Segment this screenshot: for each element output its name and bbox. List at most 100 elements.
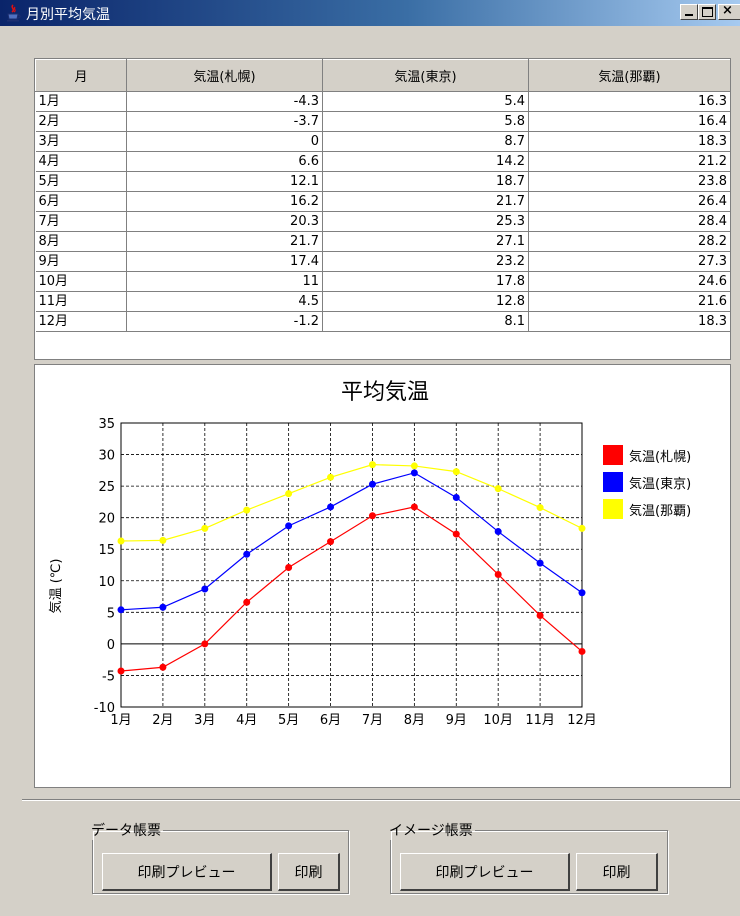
temperature-cell[interactable]: 16.4	[528, 111, 731, 132]
temperature-cell[interactable]: 18.7	[322, 171, 529, 192]
table-row[interactable]: 5月 12.1 18.7 23.8	[35, 171, 731, 192]
column-header-naha[interactable]: 気温(那覇)	[528, 59, 731, 92]
y-tick-label: 0	[107, 638, 115, 653]
temperature-cell[interactable]: 27.1	[322, 231, 529, 252]
month-cell[interactable]: 7月	[35, 211, 127, 232]
y-tick-label: 5	[107, 606, 115, 621]
temperature-cell[interactable]: 21.6	[528, 291, 731, 312]
temperature-cell[interactable]: -4.3	[126, 91, 323, 112]
data-point	[536, 504, 544, 512]
temperature-cell[interactable]: 8.7	[322, 131, 529, 152]
legend-swatch	[603, 445, 623, 465]
month-cell[interactable]: 9月	[35, 251, 127, 272]
temperature-cell[interactable]: 11	[126, 271, 323, 292]
image-print-preview-button[interactable]: 印刷プレビュー	[400, 853, 570, 891]
table-row[interactable]: 4月 6.6 14.2 21.2	[35, 151, 731, 172]
temperature-cell[interactable]: -1.2	[126, 311, 323, 332]
temperature-cell[interactable]: 21.7	[126, 231, 323, 252]
month-cell[interactable]: 5月	[35, 171, 127, 192]
data-print-preview-button[interactable]: 印刷プレビュー	[102, 853, 272, 891]
temperature-cell[interactable]: 24.6	[528, 271, 731, 292]
month-cell[interactable]: 2月	[35, 111, 127, 132]
temperature-cell[interactable]: 14.2	[322, 151, 529, 172]
legend-swatch	[603, 499, 623, 519]
table-row[interactable]: 1月 -4.3 5.4 16.3	[35, 91, 731, 112]
temperature-cell[interactable]: 23.2	[322, 251, 529, 272]
table-row[interactable]: 8月 21.7 27.1 28.2	[35, 231, 731, 252]
month-cell[interactable]: 3月	[35, 131, 127, 152]
month-cell[interactable]: 10月	[35, 271, 127, 292]
temperature-cell[interactable]: 0	[126, 131, 323, 152]
temperature-cell[interactable]: 5.4	[322, 91, 529, 112]
title-bar[interactable]: 月別平均気温 ×	[0, 0, 740, 26]
temperature-cell[interactable]: 16.2	[126, 191, 323, 212]
image-print-button[interactable]: 印刷	[576, 853, 658, 891]
separator	[22, 799, 740, 801]
data-point	[494, 485, 502, 493]
temperature-cell[interactable]: 16.3	[528, 91, 731, 112]
data-point	[327, 503, 335, 511]
temperature-cell[interactable]: 18.3	[528, 131, 731, 152]
table-row[interactable]: 6月 16.2 21.7 26.4	[35, 191, 731, 212]
temperature-cell[interactable]: 28.4	[528, 211, 731, 232]
column-header-sapporo[interactable]: 気温(札幌)	[126, 59, 323, 92]
temperature-cell[interactable]: 6.6	[126, 151, 323, 172]
y-tick-label: 10	[98, 575, 115, 590]
temperature-cell[interactable]: 28.2	[528, 231, 731, 252]
temperature-cell[interactable]: 21.7	[322, 191, 529, 212]
table-row[interactable]: 2月 -3.7 5.8 16.4	[35, 111, 731, 132]
image-report-group: イメージ帳票 印刷プレビュー 印刷	[389, 820, 668, 894]
x-tick-label: 7月	[362, 713, 383, 728]
y-tick-label: -5	[102, 669, 115, 684]
y-tick-label: 25	[98, 480, 115, 495]
temperature-cell[interactable]: 12.1	[126, 171, 323, 192]
data-print-button[interactable]: 印刷	[278, 853, 340, 891]
column-header-tokyo[interactable]: 気温(東京)	[322, 59, 529, 92]
temperature-cell[interactable]: 20.3	[126, 211, 323, 232]
temperature-cell[interactable]: -3.7	[126, 111, 323, 132]
close-button[interactable]: ×	[718, 3, 740, 20]
image-report-group-label: イメージ帳票	[389, 823, 473, 839]
data-point	[368, 461, 376, 469]
table-row[interactable]: 9月 17.4 23.2 27.3	[35, 251, 731, 272]
data-point	[327, 538, 335, 546]
temperature-cell[interactable]: 18.3	[528, 311, 731, 332]
temperature-cell[interactable]: 8.1	[322, 311, 529, 332]
table-header-row: 月 気温(札幌) 気温(東京) 気温(那覇)	[35, 59, 731, 92]
data-report-group: データ帳票 印刷プレビュー 印刷	[91, 820, 349, 894]
month-cell[interactable]: 1月	[35, 91, 127, 112]
temperature-cell[interactable]: 4.5	[126, 291, 323, 312]
temperature-cell[interactable]: 5.8	[322, 111, 529, 132]
minimize-button[interactable]	[680, 4, 698, 20]
month-cell[interactable]: 11月	[35, 291, 127, 312]
maximize-button[interactable]	[698, 4, 716, 20]
table-row[interactable]: 11月 4.5 12.8 21.6	[35, 291, 731, 312]
temperature-cell[interactable]: 17.4	[126, 251, 323, 272]
data-point	[452, 468, 460, 476]
temperature-cell[interactable]: 26.4	[528, 191, 731, 212]
temperature-cell[interactable]: 12.8	[322, 291, 529, 312]
month-cell[interactable]: 8月	[35, 231, 127, 252]
temperature-cell[interactable]: 25.3	[322, 211, 529, 232]
month-cell[interactable]: 12月	[35, 311, 127, 332]
data-point	[578, 589, 586, 597]
month-cell[interactable]: 6月	[35, 191, 127, 212]
month-cell[interactable]: 4月	[35, 151, 127, 172]
temperature-cell[interactable]: 17.8	[322, 271, 529, 292]
y-tick-label: 20	[98, 512, 115, 527]
data-report-group-label: データ帳票	[91, 823, 161, 839]
temperature-cell[interactable]: 27.3	[528, 251, 731, 272]
column-header-month[interactable]: 月	[35, 59, 127, 92]
data-point	[159, 663, 167, 671]
y-tick-label: 30	[98, 449, 115, 464]
temperature-cell[interactable]: 21.2	[528, 151, 731, 172]
data-point	[536, 559, 544, 567]
table-row[interactable]: 10月 11 17.8 24.6	[35, 271, 731, 292]
table-row[interactable]: 7月 20.3 25.3 28.4	[35, 211, 731, 232]
x-tick-label: 3月	[194, 713, 215, 728]
temperature-cell[interactable]: 23.8	[528, 171, 731, 192]
table-row[interactable]: 3月 0 8.7 18.3	[35, 131, 731, 152]
table-row[interactable]: 12月 -1.2 8.1 18.3	[35, 311, 731, 332]
temperature-table[interactable]: 月 気温(札幌) 気温(東京) 気温(那覇) 1月 -4.3 5.4 16.3 2月 -3…	[34, 58, 731, 360]
plot-area	[120, 422, 583, 708]
